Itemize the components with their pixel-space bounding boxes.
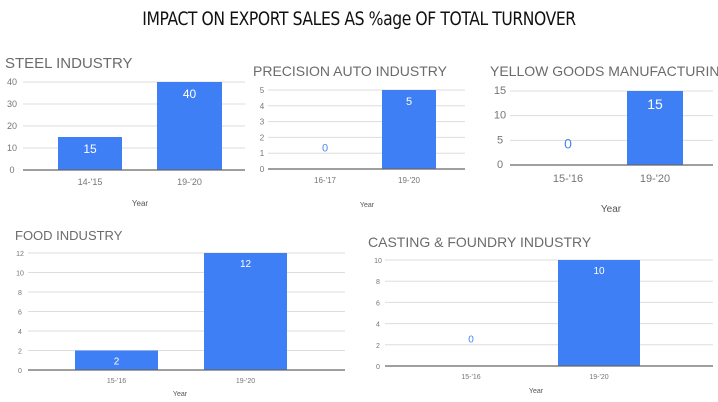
x-tick-label: 16-'17 (314, 176, 337, 185)
main-title: IMPACT ON EXPORT SALES AS %age OF TOTAL … (142, 8, 576, 30)
data-label: 0 (468, 335, 474, 346)
y-tick-label: 4 (18, 329, 22, 336)
y-tick-label: 0 (260, 165, 265, 174)
y-tick-label: 8 (376, 279, 380, 286)
x-tick-label: 14-'15 (78, 177, 103, 187)
bar (204, 253, 287, 370)
x-axis-label: Year (132, 199, 149, 208)
chart-title: CASTING & FOUNDRY INDUSTRY (368, 234, 592, 250)
y-tick-label: 6 (18, 310, 22, 317)
bar (157, 82, 222, 170)
y-tick-label: 2 (376, 343, 380, 350)
data-label: 0 (322, 143, 328, 155)
y-tick-label: 15 (494, 85, 506, 97)
y-tick-label: 10 (494, 110, 506, 122)
chart-title: FOOD INDUSTRY (15, 228, 123, 243)
x-tick-label: 15-'16 (461, 374, 480, 381)
y-tick-label: 2 (18, 349, 22, 356)
y-tick-label: 5 (497, 134, 503, 146)
y-tick-label: 10 (374, 258, 382, 265)
bar (627, 91, 683, 165)
chart-title: YELLOW GOODS MANUFACTURING (490, 63, 718, 79)
x-axis-label: Year (360, 202, 375, 209)
x-tick-label: 19-'20 (236, 378, 255, 385)
chart-title: PRECISION AUTO INDUSTRY (253, 63, 448, 79)
x-axis-label: Year (601, 204, 622, 215)
x-tick-label: 19-'20 (589, 374, 608, 381)
x-tick-label: 19-'20 (177, 177, 202, 187)
x-tick-label: 15-'16 (553, 173, 583, 185)
y-tick-label: 10 (16, 271, 24, 278)
chart-2: PRECISION AUTO INDUSTRY 0 1 2 3 4 5 0 16-'17 5 19-… (253, 63, 465, 209)
y-tick-label: 40 (7, 77, 17, 87)
bar (558, 260, 640, 366)
y-tick-label: 3 (260, 118, 265, 127)
data-label: 5 (406, 96, 412, 108)
y-tick-label: 1 (260, 149, 265, 158)
y-tick-label: 0 (9, 165, 14, 175)
bar (75, 350, 158, 370)
chart-1: STEEL INDUSTRY 0 10 20 30 40 15 14-'15 40 19-'20 Y… (5, 55, 245, 208)
y-tick-label: 0 (376, 364, 380, 371)
x-axis-label: Year (173, 391, 188, 398)
bar (58, 137, 122, 170)
x-tick-label: 15-'16 (107, 378, 126, 385)
chart-5: CASTING & FOUNDRY INDUSTRY 0 2 4 6 8 10 0 15-'16… (368, 234, 713, 395)
data-label: 15 (83, 142, 97, 156)
y-tick-label: 8 (18, 290, 22, 297)
y-tick-label: 20 (7, 121, 17, 131)
data-label: 40 (183, 87, 197, 101)
data-label: 0 (564, 136, 572, 152)
y-tick-label: 2 (260, 133, 265, 142)
data-label: 12 (240, 259, 252, 270)
bar (382, 90, 436, 169)
y-tick-label: 12 (16, 251, 24, 258)
y-tick-label: 5 (260, 86, 265, 95)
y-tick-label: 10 (7, 143, 17, 153)
y-tick-label: 4 (260, 102, 265, 111)
y-tick-label: 0 (18, 368, 22, 375)
y-tick-label: 30 (7, 99, 17, 109)
data-label: 2 (114, 357, 120, 368)
y-tick-label: 4 (376, 322, 380, 329)
data-label: 15 (647, 96, 663, 112)
y-tick-label: 0 (497, 159, 503, 171)
x-tick-label: 19-'20 (398, 176, 421, 185)
data-label: 10 (593, 266, 605, 277)
y-tick-label: 6 (376, 300, 380, 307)
x-tick-label: 19-'20 (640, 173, 670, 185)
chart-4: FOOD INDUSTRY 0 2 4 6 8 10 12 2 15-'16 12 19-'20 Yea… (15, 228, 345, 398)
chart-3: YELLOW GOODS MANUFACTURING 0 5 10 15 0 15-'16 1… (490, 63, 718, 215)
chart-title: STEEL INDUSTRY (5, 55, 133, 72)
x-axis-label: Year (529, 388, 544, 395)
